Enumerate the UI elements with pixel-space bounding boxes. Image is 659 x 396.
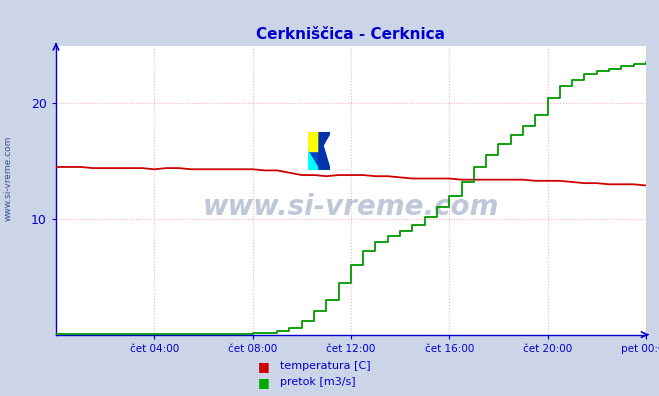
Text: ■: ■: [258, 360, 270, 373]
Title: Cerkniščica - Cerknica: Cerkniščica - Cerknica: [256, 27, 445, 42]
Text: www.si-vreme.com: www.si-vreme.com: [3, 135, 13, 221]
Text: ■: ■: [258, 376, 270, 388]
Polygon shape: [319, 132, 330, 170]
Polygon shape: [308, 151, 319, 170]
Bar: [308, 132, 319, 151]
Polygon shape: [319, 132, 330, 151]
Text: pretok [m3/s]: pretok [m3/s]: [280, 377, 356, 387]
Text: temperatura [C]: temperatura [C]: [280, 361, 371, 371]
Text: www.si-vreme.com: www.si-vreme.com: [203, 193, 499, 221]
Polygon shape: [308, 151, 319, 170]
